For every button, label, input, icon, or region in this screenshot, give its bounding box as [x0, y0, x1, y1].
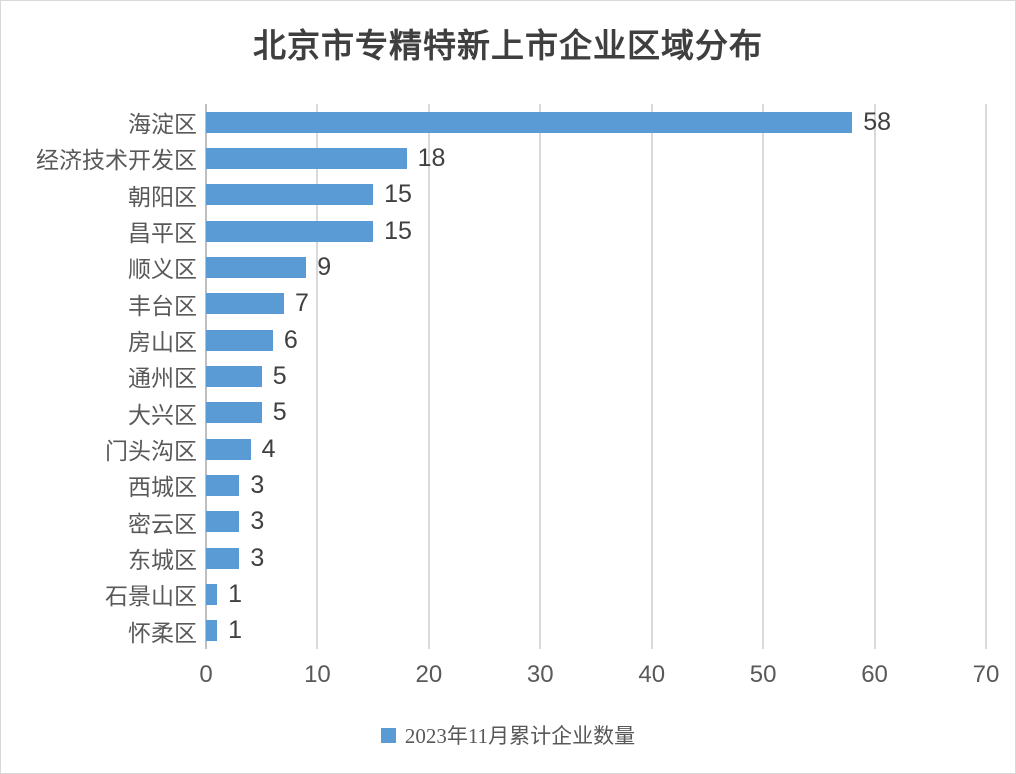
gridline	[650, 104, 653, 649]
x-axis-tick: 0	[199, 661, 213, 688]
value-label: 1	[228, 616, 243, 645]
bar-row: 朝阳区 15	[1, 177, 986, 213]
gridline	[762, 104, 765, 649]
category-label: 石景山区	[105, 584, 197, 610]
category-label: 朝阳区	[128, 184, 197, 210]
bar-row: 海淀区 58	[1, 104, 986, 140]
category-label: 西城区	[128, 475, 197, 501]
bar	[206, 220, 374, 242]
value-label: 15	[384, 180, 412, 209]
bar-row: 经济技术开发区 18	[1, 140, 986, 176]
bar	[206, 547, 240, 569]
x-axis-tick: 10	[304, 661, 331, 688]
legend: 2023年11月累计企业数量	[1, 720, 1015, 750]
bar	[206, 329, 273, 351]
bar-row: 东城区 3	[1, 540, 986, 576]
legend-swatch-icon	[380, 727, 396, 743]
gridline	[316, 104, 319, 649]
value-label: 5	[272, 361, 287, 390]
category-label: 密云区	[128, 511, 197, 537]
legend-label: 2023年11月累计企业数量	[404, 724, 636, 748]
chart-title: 北京市专精特新上市企业区域分布	[253, 29, 763, 65]
value-label: 58	[863, 107, 892, 136]
bar	[206, 184, 374, 206]
value-label: 3	[250, 543, 265, 572]
bar-row: 通州区 5	[1, 358, 986, 394]
x-axis-tick: 40	[638, 661, 666, 688]
value-label: 5	[272, 398, 287, 427]
bar-row: 房山区 6	[1, 322, 986, 358]
category-label: 东城区	[128, 548, 197, 574]
x-axis-tick: 50	[749, 661, 777, 688]
gridline	[539, 104, 542, 649]
category-label: 海淀区	[128, 112, 197, 138]
bar	[206, 293, 284, 315]
category-label: 门头沟区	[105, 439, 197, 465]
value-label: 3	[250, 507, 265, 536]
bar	[206, 438, 251, 460]
category-label: 大兴区	[128, 402, 197, 428]
bar	[206, 474, 240, 496]
bar	[206, 583, 218, 605]
bar-row: 密云区 3	[1, 504, 986, 540]
value-label: 1	[228, 579, 243, 608]
bar	[206, 256, 307, 278]
value-label: 3	[250, 470, 265, 499]
category-label: 顺义区	[128, 257, 197, 283]
value-label: 9	[317, 252, 332, 281]
category-label: 经济技术开发区	[36, 148, 197, 174]
bar-row: 丰台区 7	[1, 286, 986, 322]
bar-row: 门头沟区 4	[1, 431, 986, 467]
x-axis-tick: 30	[526, 661, 554, 688]
category-label: 通州区	[128, 366, 197, 392]
x-axis-tick: 60	[861, 661, 888, 688]
bar-row: 顺义区 9	[1, 249, 986, 285]
bar	[206, 365, 262, 387]
category-label: 丰台区	[128, 293, 197, 319]
gridline	[427, 104, 430, 649]
bar	[206, 620, 218, 642]
value-label: 6	[283, 325, 298, 354]
value-label: 18	[417, 143, 446, 172]
value-label: 7	[295, 289, 309, 318]
value-label: 15	[384, 216, 412, 245]
bar-row: 怀柔区 1	[1, 613, 986, 649]
bar-row: 石景山区 1	[1, 576, 986, 612]
gridline	[873, 104, 876, 649]
bars-layer: 海淀区 58 经济技术开发区 18 朝阳区 15 昌平区 15 顺义区 9 丰台区 7 房山区 6 通州区 5…	[1, 104, 986, 649]
bar-row: 西城区 3	[1, 467, 986, 503]
bar	[206, 511, 240, 533]
bar	[206, 402, 262, 424]
value-label: 4	[261, 434, 276, 463]
bar	[206, 111, 853, 133]
x-axis: 0 10 20 30 40 50 60 70	[199, 661, 999, 693]
bar	[206, 147, 407, 169]
category-label: 房山区	[128, 330, 197, 356]
bar-row: 大兴区 5	[1, 395, 986, 431]
bar-row: 昌平区 15	[1, 213, 986, 249]
x-axis-tick: 20	[415, 661, 443, 688]
category-label: 怀柔区	[128, 620, 197, 646]
category-label: 昌平区	[128, 221, 197, 247]
x-axis-tick: 70	[972, 661, 1000, 688]
gridline	[985, 104, 987, 649]
